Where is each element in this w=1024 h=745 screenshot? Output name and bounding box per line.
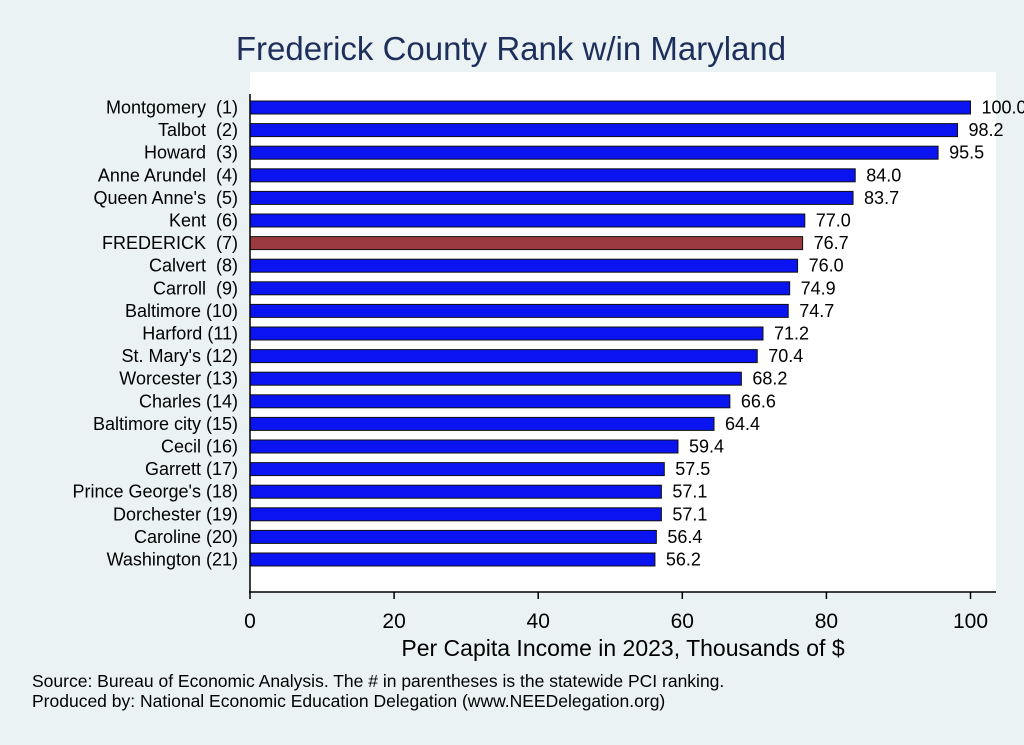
bar xyxy=(249,462,665,477)
value-label: 74.7 xyxy=(799,301,834,321)
value-label: 59.4 xyxy=(689,437,724,457)
category-label: Baltimore (10) xyxy=(125,301,238,321)
category-label: Garrett (17) xyxy=(145,459,238,479)
category-label: Carroll (9) xyxy=(153,278,238,298)
x-tick-label: 80 xyxy=(815,610,838,633)
category-label: Montgomery (1) xyxy=(106,98,238,118)
category-label: Washington (21) xyxy=(107,550,238,570)
x-tick-label: 20 xyxy=(382,610,405,633)
value-label: 76.0 xyxy=(809,256,844,276)
bar xyxy=(249,168,856,183)
value-label: 70.4 xyxy=(768,346,803,366)
bar xyxy=(249,507,662,522)
value-label: 74.9 xyxy=(801,278,836,298)
x-tick-label: 60 xyxy=(671,610,694,633)
bar xyxy=(249,100,971,115)
bar xyxy=(249,190,854,205)
value-label: 95.5 xyxy=(949,143,984,163)
value-label: 76.7 xyxy=(814,233,849,253)
bar xyxy=(249,371,742,386)
value-label: 64.4 xyxy=(725,414,760,434)
category-label: Prince George's (18) xyxy=(72,482,238,502)
x-axis-title: Per Capita Income in 2023, Thousands of … xyxy=(401,635,844,661)
category-label: Baltimore city (15) xyxy=(93,414,238,434)
value-label: 57.1 xyxy=(672,504,707,524)
value-label: 100.0 xyxy=(982,98,1024,118)
bar xyxy=(249,484,662,499)
bar xyxy=(249,552,656,567)
category-label: St. Mary's (12) xyxy=(122,346,238,366)
bar xyxy=(249,258,799,273)
category-label: Worcester (13) xyxy=(119,369,238,389)
category-label: Cecil (16) xyxy=(161,437,238,457)
bar xyxy=(249,529,657,544)
bar xyxy=(249,416,715,431)
category-label: Calvert (8) xyxy=(149,256,238,276)
x-tick-label: 100 xyxy=(953,610,988,633)
value-label: 56.4 xyxy=(667,527,702,547)
bar xyxy=(249,213,806,228)
bar xyxy=(249,281,791,296)
category-label: Charles (14) xyxy=(139,391,238,411)
value-label: 57.5 xyxy=(675,459,710,479)
value-label: 77.0 xyxy=(816,211,851,231)
x-tick-label: 0 xyxy=(244,610,256,633)
bar xyxy=(249,349,758,364)
source-note: Source: Bureau of Economic Analysis. The… xyxy=(32,671,725,691)
bar xyxy=(249,303,789,318)
bar xyxy=(249,439,679,454)
category-label: Anne Arundel (4) xyxy=(98,165,238,185)
category-label: FREDERICK (7) xyxy=(102,233,238,253)
value-label: 66.6 xyxy=(741,391,776,411)
bar xyxy=(249,326,764,341)
bar-highlight xyxy=(249,236,804,251)
category-label: Talbot (2) xyxy=(158,120,238,140)
value-label: 98.2 xyxy=(969,120,1004,140)
bar xyxy=(249,145,939,160)
chart-title: Frederick County Rank w/in Maryland xyxy=(236,30,786,67)
value-label: 57.1 xyxy=(672,482,707,502)
value-label: 71.2 xyxy=(774,324,809,344)
value-label: 83.7 xyxy=(864,188,899,208)
x-tick-label: 40 xyxy=(527,610,550,633)
category-label: Queen Anne's (5) xyxy=(93,188,238,208)
category-label: Dorchester (19) xyxy=(113,504,238,524)
category-label: Caroline (20) xyxy=(134,527,238,547)
value-label: 84.0 xyxy=(866,165,901,185)
category-label: Howard (3) xyxy=(144,143,238,163)
bar xyxy=(249,123,959,138)
value-label: 68.2 xyxy=(752,369,787,389)
category-label: Harford (11) xyxy=(142,324,238,344)
producer-note: Produced by: National Economic Education… xyxy=(32,691,666,711)
bar xyxy=(249,394,731,409)
value-label: 56.2 xyxy=(666,550,701,570)
category-label: Kent (6) xyxy=(169,211,238,231)
